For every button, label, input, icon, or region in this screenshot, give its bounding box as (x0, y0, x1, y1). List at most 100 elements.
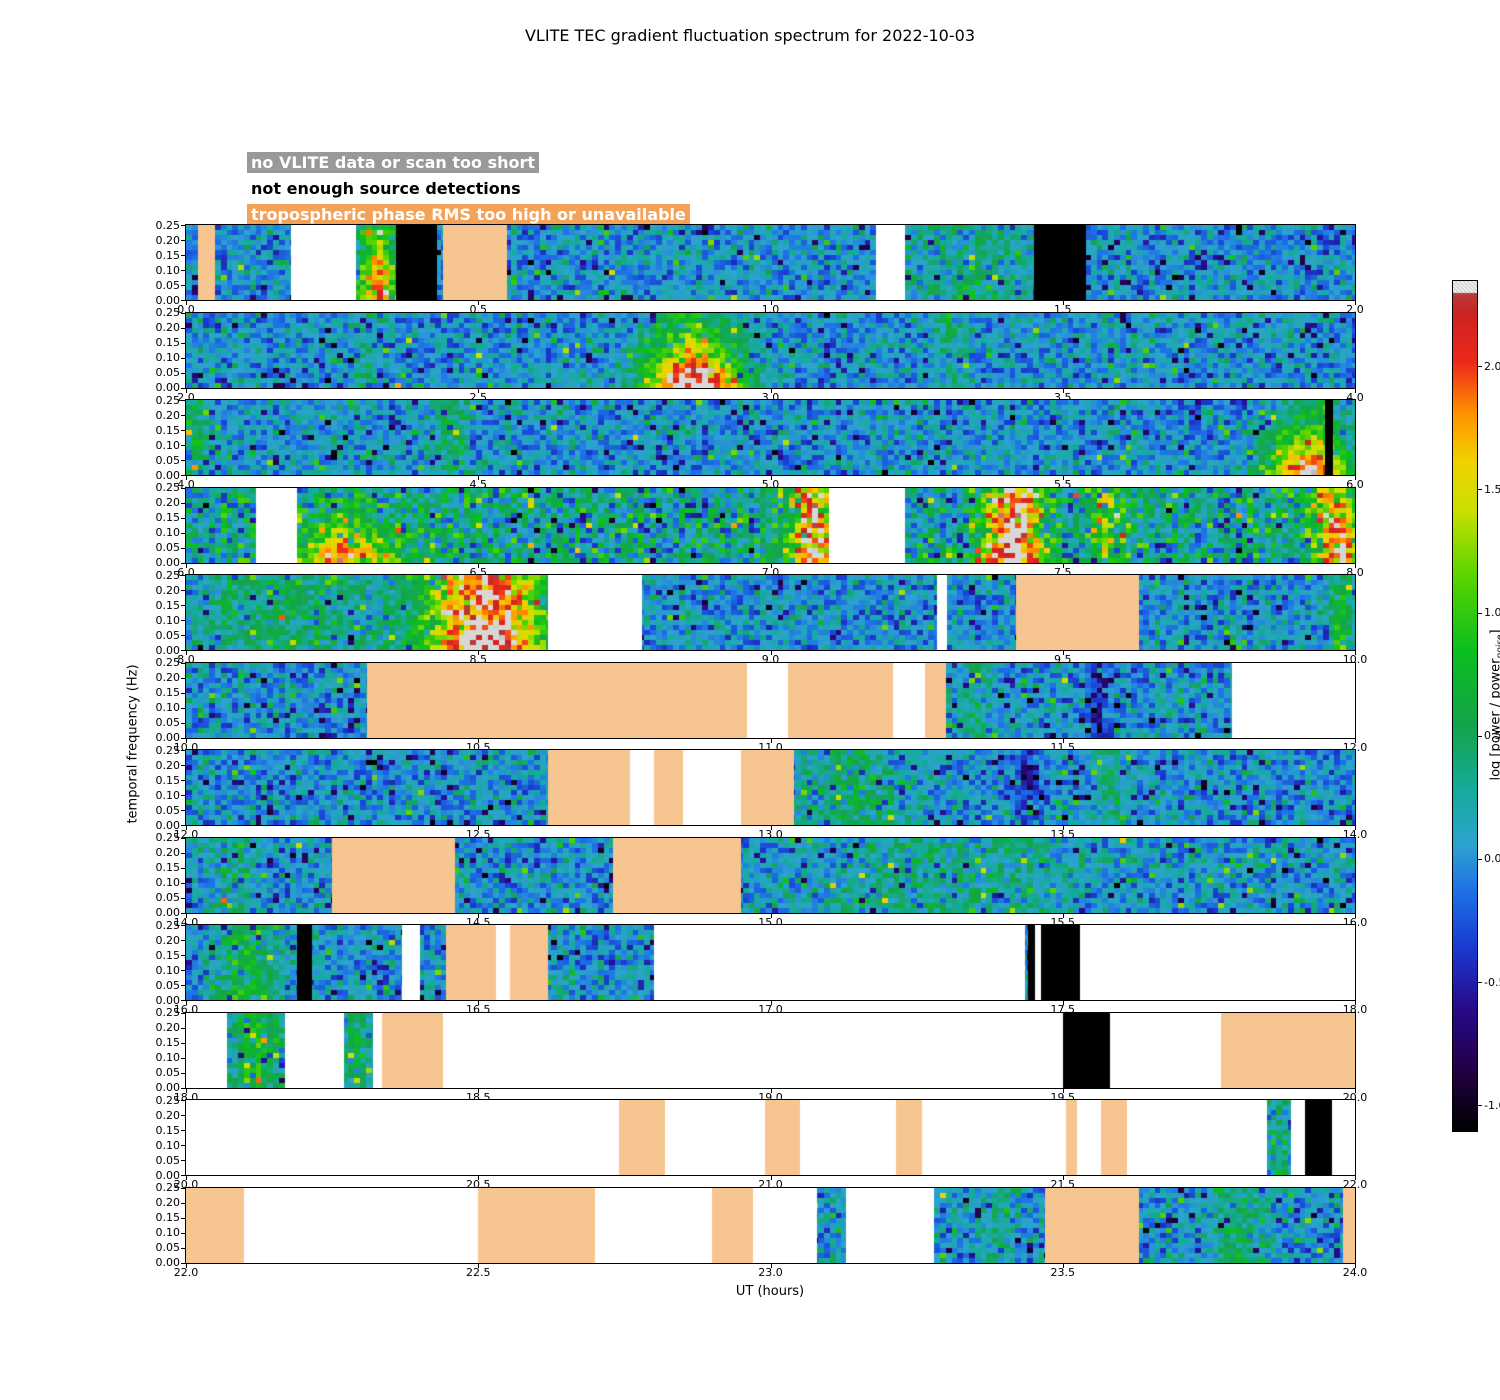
y-tick-mark (181, 562, 185, 564)
y-tick-mark (181, 445, 185, 446)
x-tick-label: 22.0 (173, 1265, 199, 1279)
y-tick-label: 0.25 (155, 218, 181, 232)
y-tick-label: 0.25 (155, 918, 181, 932)
x-tick-mark (186, 1088, 187, 1093)
y-tick-mark (181, 1145, 185, 1146)
x-tick-mark (1062, 913, 1064, 918)
x-tick-mark (770, 738, 772, 743)
spectrogram-canvas-2 (186, 400, 1355, 475)
spectrogram-canvas-7 (186, 837, 1355, 913)
spectrogram-canvas-9 (186, 1012, 1355, 1088)
x-tick-mark (478, 1263, 480, 1268)
y-tick-mark (181, 620, 185, 621)
colorbar-tick-label: 1.0 (1484, 606, 1500, 620)
x-tick-mark (186, 1001, 187, 1005)
colorbar-label: log [power / powernoise] (1489, 629, 1500, 780)
x-tick-mark (770, 476, 772, 480)
y-tick-label: 0.25 (155, 1093, 181, 1107)
x-tick-label: 24.0 (1342, 1265, 1368, 1279)
y-tick-label: 0.15 (155, 1211, 181, 1224)
y-tick-label: 0.25 (155, 656, 181, 669)
y-tick-mark (181, 765, 185, 766)
y-tick-label: 0.10 (155, 613, 181, 627)
y-axis-label: temporal frequency (Hz) (125, 664, 141, 824)
y-tick-label: 0.10 (155, 788, 181, 802)
spectrogram-canvas-5 (186, 662, 1355, 738)
y-tick-label: 0.10 (155, 526, 181, 539)
spectrogram-panel-8-10 (185, 574, 1356, 651)
spectrogram-panel-18-20 (185, 1011, 1356, 1089)
y-tick-label: 0.05 (155, 366, 181, 379)
legend-line: not enough source detections (247, 178, 690, 199)
y-tick-mark (181, 810, 185, 811)
y-tick-label: 0.15 (155, 248, 181, 262)
y-tick-mark (181, 677, 185, 679)
x-tick-mark (1355, 1176, 1356, 1180)
y-tick-label: 0.00 (155, 293, 181, 307)
x-tick-mark (1355, 913, 1356, 918)
spectrogram-panel-22-24 (185, 1186, 1356, 1264)
x-tick-mark (1355, 651, 1356, 655)
x-tick-label: 23.0 (758, 1265, 783, 1279)
y-tick-label: 0.20 (155, 583, 181, 597)
x-tick-mark (478, 301, 480, 305)
y-tick-label: 0.05 (155, 1241, 181, 1254)
y-tick-mark (181, 605, 185, 606)
x-tick-mark (478, 1088, 480, 1093)
y-tick-label: 0.15 (155, 1036, 181, 1049)
y-tick-label: 0.10 (155, 1226, 181, 1239)
x-tick-label: 22.5 (466, 1265, 491, 1279)
y-tick-label: 0.20 (155, 408, 181, 422)
x-tick-mark (1355, 476, 1356, 480)
y-tick-mark (181, 852, 185, 854)
y-tick-mark (181, 1027, 185, 1029)
x-tick-mark (478, 388, 480, 393)
y-tick-label: 0.05 (155, 716, 181, 729)
colorbar-tick-label: 0.5 (1484, 729, 1500, 743)
colorbar-label-subscript: noise (1495, 634, 1500, 659)
spectrogram-panel-6-8 (185, 486, 1356, 564)
y-tick-mark (181, 1232, 185, 1234)
y-tick-label: 0.20 (155, 1021, 181, 1034)
y-tick-label: 0.25 (155, 1006, 181, 1019)
colorbar (1452, 280, 1478, 1132)
y-tick-mark (181, 650, 185, 651)
x-tick-mark (1355, 826, 1356, 830)
spectrogram-panel-16-18 (185, 924, 1356, 1001)
y-tick-mark (181, 502, 185, 504)
y-tick-mark (181, 635, 185, 636)
y-tick-mark (181, 1042, 185, 1044)
y-tick-mark (181, 737, 185, 739)
y-tick-mark (181, 430, 185, 431)
x-tick-mark (186, 301, 187, 305)
y-tick-mark (181, 867, 185, 869)
x-tick-mark (186, 476, 187, 480)
y-tick-mark (181, 707, 185, 709)
y-tick-mark (181, 517, 185, 519)
x-tick-mark (1355, 738, 1356, 743)
x-tick-mark (770, 1176, 772, 1180)
legend-item-not-enough-sources: not enough source detections (247, 178, 525, 199)
y-tick-label: 0.25 (155, 306, 181, 319)
y-tick-mark (181, 837, 185, 839)
y-tick-mark (181, 1130, 185, 1131)
colorbar-tick-mark (1478, 489, 1482, 491)
y-tick-label: 0.15 (155, 1123, 181, 1137)
x-tick-mark (770, 651, 772, 655)
x-tick-mark (478, 651, 480, 655)
spectrogram-panel-12-14 (185, 749, 1356, 826)
y-tick-mark (181, 487, 185, 489)
y-tick-label: 0.20 (155, 671, 181, 684)
y-tick-label: 0.05 (155, 978, 181, 992)
y-tick-mark (181, 662, 185, 664)
y-tick-label: 0.20 (155, 933, 181, 947)
spectrogram-panel-10-12 (185, 661, 1356, 739)
chart-title: VLITE TEC gradient fluctuation spectrum … (524, 26, 975, 45)
y-tick-label: 0.20 (155, 758, 181, 772)
y-tick-label: 0.00 (155, 381, 181, 394)
y-tick-label: 0.25 (155, 481, 181, 494)
y-tick-mark (181, 255, 185, 256)
legend-item-no-data: no VLITE data or scan too short (247, 152, 540, 173)
colorbar-tick-label: -1.0 (1484, 1098, 1500, 1112)
x-tick-mark (186, 826, 187, 830)
